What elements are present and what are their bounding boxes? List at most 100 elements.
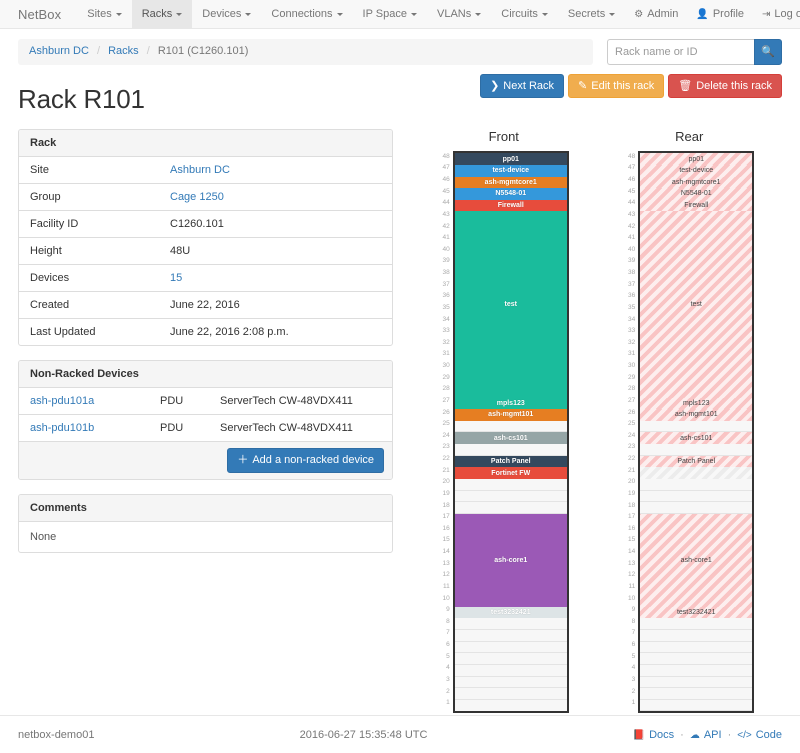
next-rack-button[interactable]: ❯ Next Rack — [480, 74, 565, 99]
unit-number: 45 — [442, 187, 450, 195]
nav-item-sites[interactable]: Sites — [77, 0, 131, 28]
rack-slot-device[interactable]: pp01 — [454, 153, 567, 165]
rack-slot-empty[interactable] — [454, 490, 567, 503]
rack-slot-device[interactable]: ash-mgmt101 — [454, 409, 567, 421]
rack-slot-device[interactable]: Patch Panel — [640, 455, 753, 468]
rack-slot-device[interactable]: ash-core1 — [454, 513, 567, 607]
search-input[interactable] — [607, 39, 754, 65]
rack-slot-empty[interactable] — [454, 420, 567, 433]
nav-log-out[interactable]: ⇥Log out — [753, 0, 800, 28]
nav-admin[interactable]: ⚙ Admin — [625, 0, 687, 28]
rack-slot-empty[interactable] — [640, 641, 753, 654]
nav-item-secrets[interactable]: Secrets — [558, 0, 625, 28]
rack-slot-device[interactable]: ash-core1 — [640, 513, 753, 607]
brand-logo[interactable]: NetBox — [18, 6, 62, 22]
rack-slot-device[interactable]: ash-mgmtcore1 — [640, 176, 753, 189]
rack-slot-empty[interactable] — [454, 502, 567, 514]
rack-slot-device[interactable]: ash-mgmt101 — [640, 409, 753, 421]
rack-slot-device[interactable]: ash-mgmtcore1 — [454, 176, 567, 189]
rack-slot-device[interactable] — [640, 467, 753, 479]
rack-slot-device[interactable]: pp01 — [640, 153, 753, 165]
rack-slot-empty[interactable] — [454, 653, 567, 665]
device-link[interactable]: ash-pdu101a — [30, 395, 95, 408]
rack-slot-device[interactable]: test — [640, 211, 753, 398]
nav-item-label: Connections — [271, 8, 333, 20]
rack-slot-empty[interactable] — [640, 444, 753, 456]
rack-slot-empty[interactable] — [454, 664, 567, 677]
footer-link-docs[interactable]: 📕 Docs — [633, 729, 675, 741]
rack-slot-device[interactable]: test3232421 — [454, 606, 567, 619]
rack-slot-empty[interactable] — [454, 618, 567, 631]
rack-detail-link[interactable]: Ashburn DC — [170, 164, 230, 177]
rack-slot-device[interactable]: ash-cs101 — [640, 432, 753, 444]
non-racked-device-type: ServerTech CW-48VDX411 — [209, 414, 392, 442]
rack-slot-empty[interactable] — [640, 676, 753, 689]
user-nav: ⚙Admin👤Profile⇥Log out — [625, 0, 800, 28]
breadcrumb-separator-2: / — [146, 45, 150, 57]
rack-slot-device[interactable]: test3232421 — [640, 606, 753, 619]
delete-this-rack-button[interactable]: 🗑 Delete this rack — [668, 74, 782, 99]
rack-detail-link[interactable]: Cage 1250 — [170, 191, 224, 204]
rack-slot-empty[interactable] — [640, 630, 753, 642]
rack-slot-empty[interactable] — [640, 478, 753, 491]
breadcrumb-site[interactable]: Ashburn DC — [29, 45, 89, 57]
unit-number: 21 — [442, 466, 450, 474]
rack-slot-device[interactable]: Firewall — [454, 199, 567, 212]
unit-number: 22 — [442, 455, 450, 463]
rack-slot-empty[interactable] — [640, 688, 753, 700]
rack-slot-empty[interactable] — [640, 664, 753, 677]
unit-number: 26 — [628, 408, 636, 416]
breadcrumb-racks[interactable]: Racks — [108, 45, 139, 57]
nav-item-vlans[interactable]: VLANs — [427, 0, 491, 28]
rack-slot-empty[interactable] — [640, 490, 753, 503]
rack-slot-empty[interactable] — [640, 618, 753, 631]
unit-number: 39 — [628, 257, 636, 265]
rack-slot-empty[interactable] — [640, 502, 753, 514]
rack-slot-empty[interactable] — [454, 641, 567, 654]
rack-slot-device[interactable]: Patch Panel — [454, 455, 567, 468]
add-non-racked-device-button[interactable]: ＋ Add a non-racked device — [227, 448, 384, 473]
rack-slot-empty[interactable] — [640, 653, 753, 665]
device-link[interactable]: ash-pdu101b — [30, 422, 95, 435]
rack-slot-device[interactable]: Firewall — [640, 199, 753, 212]
footer-link-code[interactable]: </> Code — [737, 729, 782, 741]
footer-link-label: Docs — [649, 728, 675, 741]
rack-slot-empty[interactable] — [640, 699, 753, 712]
rack-slot-device[interactable]: test-device — [454, 164, 567, 177]
non-racked-device-name[interactable]: ash-pdu101b — [19, 414, 149, 442]
unit-number: 34 — [628, 315, 636, 323]
rack-detail-value: 48U — [159, 237, 392, 265]
footer-link-api[interactable]: ☁ API — [690, 729, 722, 741]
search-button[interactable]: 🔍 — [754, 39, 782, 65]
rack-slot-device[interactable]: mpls123 — [640, 397, 753, 410]
rack-slot-empty[interactable] — [454, 478, 567, 491]
nav-item-ip-space[interactable]: IP Space — [353, 0, 427, 28]
rack-detail-value[interactable]: Ashburn DC — [159, 157, 392, 184]
rack-slot-empty[interactable] — [454, 688, 567, 700]
rack-detail-link[interactable]: 15 — [170, 272, 183, 285]
rack-slot-device[interactable]: test-device — [640, 164, 753, 177]
nav-item-circuits[interactable]: Circuits — [491, 0, 558, 28]
rack-slot-device[interactable]: N5548-01 — [454, 188, 567, 200]
rack-slot-device[interactable]: Fortinet FW — [454, 467, 567, 479]
rack-slot-device[interactable]: mpls123 — [454, 397, 567, 410]
rack-slot-device[interactable]: N5548-01 — [640, 188, 753, 200]
rack-slot-empty[interactable] — [454, 630, 567, 642]
rack-slot-device[interactable]: test — [454, 211, 567, 398]
edit-this-rack-button[interactable]: ✎ Edit this rack — [568, 74, 665, 99]
non-racked-device-name[interactable]: ash-pdu101a — [19, 388, 149, 415]
logout-icon: ⇥ — [762, 8, 771, 20]
rack-slot-device[interactable]: ash-cs101 — [454, 432, 567, 444]
rack-detail-value[interactable]: Cage 1250 — [159, 183, 392, 211]
nav-item-racks[interactable]: Racks — [131, 0, 193, 28]
rack-slot-empty[interactable] — [454, 444, 567, 456]
left-column: Rack Site Ashburn DC Group Cage 1250 Facilit… — [18, 129, 393, 566]
rack-detail-value[interactable]: 15 — [159, 264, 392, 292]
nav-item-connections[interactable]: Connections — [261, 0, 352, 28]
rack-slot-empty[interactable] — [454, 699, 567, 712]
nav-profile[interactable]: 👤 Profile — [687, 0, 753, 28]
rack-slot-empty[interactable] — [454, 676, 567, 689]
rack-slot-empty[interactable] — [640, 420, 753, 433]
nav-item-devices[interactable]: Devices — [192, 0, 261, 28]
unit-number: 28 — [442, 385, 450, 393]
